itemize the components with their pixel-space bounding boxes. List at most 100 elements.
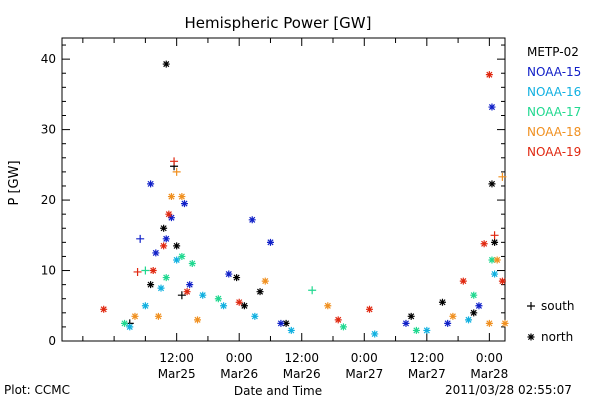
point-noaa-19 bbox=[480, 240, 488, 248]
point-noaa-19 bbox=[133, 267, 142, 276]
legend-entry: NOAA-15 bbox=[527, 65, 581, 79]
legend-entry: NOAA-16 bbox=[527, 85, 581, 99]
point-noaa-18 bbox=[324, 302, 332, 310]
y-tick-label: 0 bbox=[48, 334, 56, 348]
point-noaa-17 bbox=[178, 252, 186, 260]
point-metp-02 bbox=[491, 238, 499, 246]
point-noaa-19 bbox=[490, 231, 499, 240]
marker-legend-label: south bbox=[541, 299, 575, 313]
point-noaa-16 bbox=[173, 256, 181, 264]
x-tick-label: Mar27 bbox=[408, 367, 446, 381]
point-noaa-15 bbox=[475, 302, 483, 310]
x-tick-label: Mar26 bbox=[220, 367, 258, 381]
point-noaa-16 bbox=[465, 316, 473, 324]
point-noaa-16 bbox=[251, 312, 259, 320]
x-tick-label: Mar27 bbox=[345, 367, 383, 381]
x-tick-label: 12:00 bbox=[159, 351, 194, 365]
point-noaa-18 bbox=[498, 172, 507, 181]
chart-title: Hemispheric Power [GW] bbox=[185, 14, 372, 32]
point-metp-02 bbox=[240, 302, 248, 310]
plot-credit: Plot: CCMC bbox=[4, 383, 70, 397]
point-noaa-17 bbox=[339, 323, 347, 331]
point-noaa-16 bbox=[126, 323, 134, 331]
point-noaa-19 bbox=[165, 210, 173, 218]
point-metp-02 bbox=[147, 281, 155, 289]
point-metp-02 bbox=[160, 224, 168, 232]
point-noaa-18 bbox=[178, 193, 186, 201]
point-noaa-17 bbox=[412, 326, 420, 334]
point-noaa-18 bbox=[172, 167, 181, 176]
point-noaa-19 bbox=[160, 242, 168, 250]
point-noaa-19 bbox=[183, 288, 191, 296]
point-noaa-18 bbox=[167, 193, 175, 201]
plot-frame bbox=[61, 37, 506, 342]
legend-entry: NOAA-19 bbox=[527, 145, 581, 159]
point-noaa-18 bbox=[131, 312, 139, 320]
point-noaa-15 bbox=[186, 281, 194, 289]
point-metp-02 bbox=[438, 298, 446, 306]
point-noaa-17 bbox=[214, 295, 222, 303]
point-noaa-17 bbox=[308, 286, 317, 295]
point-noaa-15 bbox=[266, 238, 274, 246]
x-tick-label: Mar25 bbox=[158, 367, 196, 381]
y-tick-label: 40 bbox=[41, 52, 56, 66]
point-metp-02 bbox=[177, 291, 186, 300]
x-tick-label: 0:00 bbox=[226, 351, 253, 365]
x-tick-label: 0:00 bbox=[351, 351, 378, 365]
point-noaa-17 bbox=[470, 291, 478, 299]
point-noaa-15 bbox=[488, 103, 496, 111]
point-noaa-16 bbox=[199, 291, 207, 299]
point-noaa-19 bbox=[334, 316, 342, 324]
point-noaa-15 bbox=[444, 319, 452, 327]
point-noaa-15 bbox=[402, 319, 410, 327]
point-metp-02 bbox=[162, 60, 170, 68]
point-metp-02 bbox=[488, 180, 496, 188]
x-tick-label: 12:00 bbox=[284, 351, 319, 365]
point-noaa-16 bbox=[423, 326, 431, 334]
point-noaa-16 bbox=[141, 302, 149, 310]
point-noaa-15 bbox=[136, 234, 145, 243]
marker-legend-plus-icon bbox=[527, 302, 535, 310]
point-noaa-15 bbox=[162, 235, 170, 243]
legend: METP-02 NOAA-15 NOAA-16 NOAA-17 NOAA-18 NOAA-… bbox=[527, 45, 581, 159]
point-noaa-17 bbox=[141, 266, 150, 275]
y-axis-label: P [GW] bbox=[7, 160, 22, 205]
point-noaa-19 bbox=[365, 305, 373, 313]
point-noaa-16 bbox=[491, 270, 499, 278]
point-noaa-15 bbox=[248, 216, 256, 224]
point-metp-02 bbox=[256, 288, 264, 296]
point-noaa-17 bbox=[488, 256, 496, 264]
point-noaa-15 bbox=[167, 214, 175, 222]
plot-timestamp: 2011/03/28 02:55:07 bbox=[445, 383, 572, 397]
marker-legend: south north bbox=[527, 299, 575, 344]
point-metp-02 bbox=[470, 309, 478, 317]
x-axis-label: Date and Time bbox=[234, 384, 322, 398]
point-noaa-18 bbox=[154, 312, 162, 320]
legend-entry: METP-02 bbox=[527, 45, 579, 59]
point-noaa-15 bbox=[152, 249, 160, 257]
x-tick-label: Mar26 bbox=[283, 367, 321, 381]
point-noaa-19 bbox=[235, 298, 243, 306]
point-metp-02 bbox=[173, 242, 181, 250]
point-noaa-15 bbox=[180, 200, 188, 208]
marker-legend-star-icon bbox=[527, 333, 535, 341]
legend-entry: NOAA-18 bbox=[527, 125, 581, 139]
point-noaa-19 bbox=[100, 305, 108, 313]
x-axis-ticks: 12:00 Mar25 0:00 Mar26 12:00 Mar26 0:00 Mar27 12… bbox=[82, 38, 508, 381]
point-noaa-17 bbox=[162, 274, 170, 282]
y-tick-label: 30 bbox=[41, 123, 56, 137]
point-noaa-19 bbox=[485, 71, 493, 79]
data-points bbox=[100, 60, 509, 338]
point-noaa-16 bbox=[220, 302, 228, 310]
point-noaa-19 bbox=[170, 157, 179, 166]
point-noaa-16 bbox=[157, 284, 165, 292]
point-metp-02 bbox=[233, 274, 241, 282]
point-noaa-18 bbox=[485, 319, 493, 327]
point-metp-02 bbox=[282, 319, 290, 327]
point-noaa-18 bbox=[501, 319, 509, 327]
point-noaa-18 bbox=[194, 316, 202, 324]
point-noaa-18 bbox=[449, 312, 457, 320]
point-noaa-16 bbox=[287, 326, 295, 334]
point-noaa-19 bbox=[149, 267, 157, 275]
